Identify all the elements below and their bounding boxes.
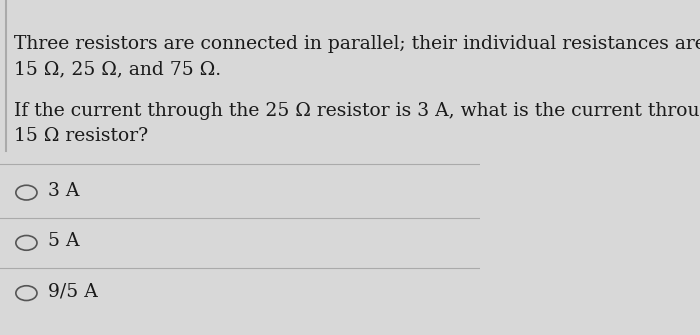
Text: 15 Ω resistor?: 15 Ω resistor? [15, 127, 148, 145]
Text: Three resistors are connected in parallel; their individual resistances are: Three resistors are connected in paralle… [15, 35, 700, 53]
Text: If the current through the 25 Ω resistor is 3 A, what is the current through the: If the current through the 25 Ω resistor… [15, 102, 700, 120]
Text: 3 A: 3 A [48, 182, 79, 200]
Text: 9/5 A: 9/5 A [48, 282, 98, 300]
Text: 15 Ω, 25 Ω, and 75 Ω.: 15 Ω, 25 Ω, and 75 Ω. [15, 60, 221, 78]
Text: 5 A: 5 A [48, 232, 80, 250]
